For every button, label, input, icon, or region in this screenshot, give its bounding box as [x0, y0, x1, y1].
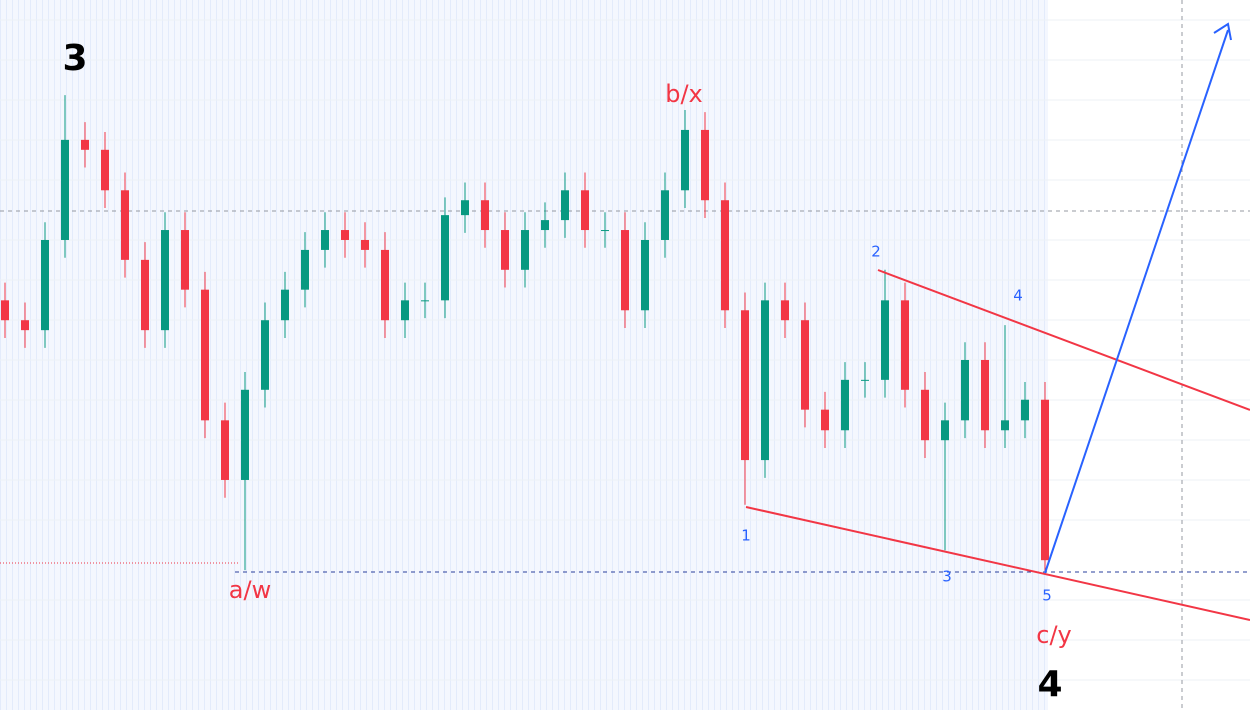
projection-arrow — [1044, 29, 1229, 574]
wave-label: b/x — [665, 80, 703, 108]
candle-body — [841, 379, 849, 431]
candle-body — [981, 359, 989, 431]
candle-body — [281, 289, 289, 321]
candle-body — [761, 300, 769, 461]
candle-body — [181, 230, 189, 290]
candle-body — [901, 300, 909, 390]
candle-body — [361, 239, 369, 250]
candle-body — [461, 200, 469, 216]
candle-body — [201, 289, 209, 421]
wedge-lower — [745, 506, 1250, 621]
wave-label: 5 — [1042, 587, 1052, 605]
candle-body — [861, 379, 869, 381]
candle-body — [221, 420, 229, 480]
candle-body — [421, 300, 429, 302]
candle-body — [501, 230, 509, 270]
candle-body — [821, 409, 829, 431]
candle-body — [21, 320, 29, 331]
candle-body — [121, 190, 129, 260]
wave-label: 1 — [741, 527, 751, 545]
candle-body — [721, 200, 729, 311]
candle-body — [441, 215, 449, 301]
wave-label: 3 — [62, 38, 87, 79]
candle-body — [921, 389, 929, 441]
candle-body — [661, 190, 669, 240]
candle-body — [1021, 399, 1029, 421]
candle-body — [601, 230, 609, 232]
candle-body — [321, 230, 329, 250]
candle-body — [881, 300, 889, 380]
candle-body — [701, 129, 709, 201]
candle-body — [341, 230, 349, 240]
wave-label: 2 — [871, 243, 881, 261]
candle-body — [1041, 399, 1049, 561]
candle-body — [81, 139, 89, 150]
wave-label: a/w — [229, 576, 271, 604]
candle-body — [801, 320, 809, 410]
candle-body — [1001, 420, 1009, 431]
candle-body — [561, 190, 569, 221]
candle-body — [781, 300, 789, 321]
candle-body — [161, 230, 169, 331]
candle-body — [521, 230, 529, 270]
candle-body — [141, 259, 149, 331]
candle-body — [1, 300, 9, 321]
candle-body — [61, 139, 69, 240]
wave-label: 4 — [1037, 664, 1062, 705]
candle-body — [41, 239, 49, 331]
candles — [1, 95, 1049, 573]
candle-body — [101, 149, 109, 191]
candle-body — [381, 249, 389, 321]
candle-body — [241, 389, 249, 480]
candle-body — [541, 220, 549, 231]
wave-label: c/y — [1036, 621, 1071, 649]
candle-body — [681, 129, 689, 191]
candle-body — [401, 300, 409, 321]
candle-body — [941, 420, 949, 441]
candle-body — [581, 190, 589, 231]
candle-body — [641, 239, 649, 311]
session-stripes — [0, 0, 1048, 710]
wave-label: 4 — [1013, 287, 1023, 305]
candle-body — [481, 200, 489, 231]
candle-body — [621, 230, 629, 311]
candle-body — [301, 249, 309, 290]
arrow-head — [1213, 22, 1232, 41]
wedge-upper — [877, 269, 1250, 411]
wave-label: 3 — [942, 568, 952, 586]
candle-body — [741, 310, 749, 461]
candle-body — [261, 320, 269, 390]
candle-body — [961, 359, 969, 421]
